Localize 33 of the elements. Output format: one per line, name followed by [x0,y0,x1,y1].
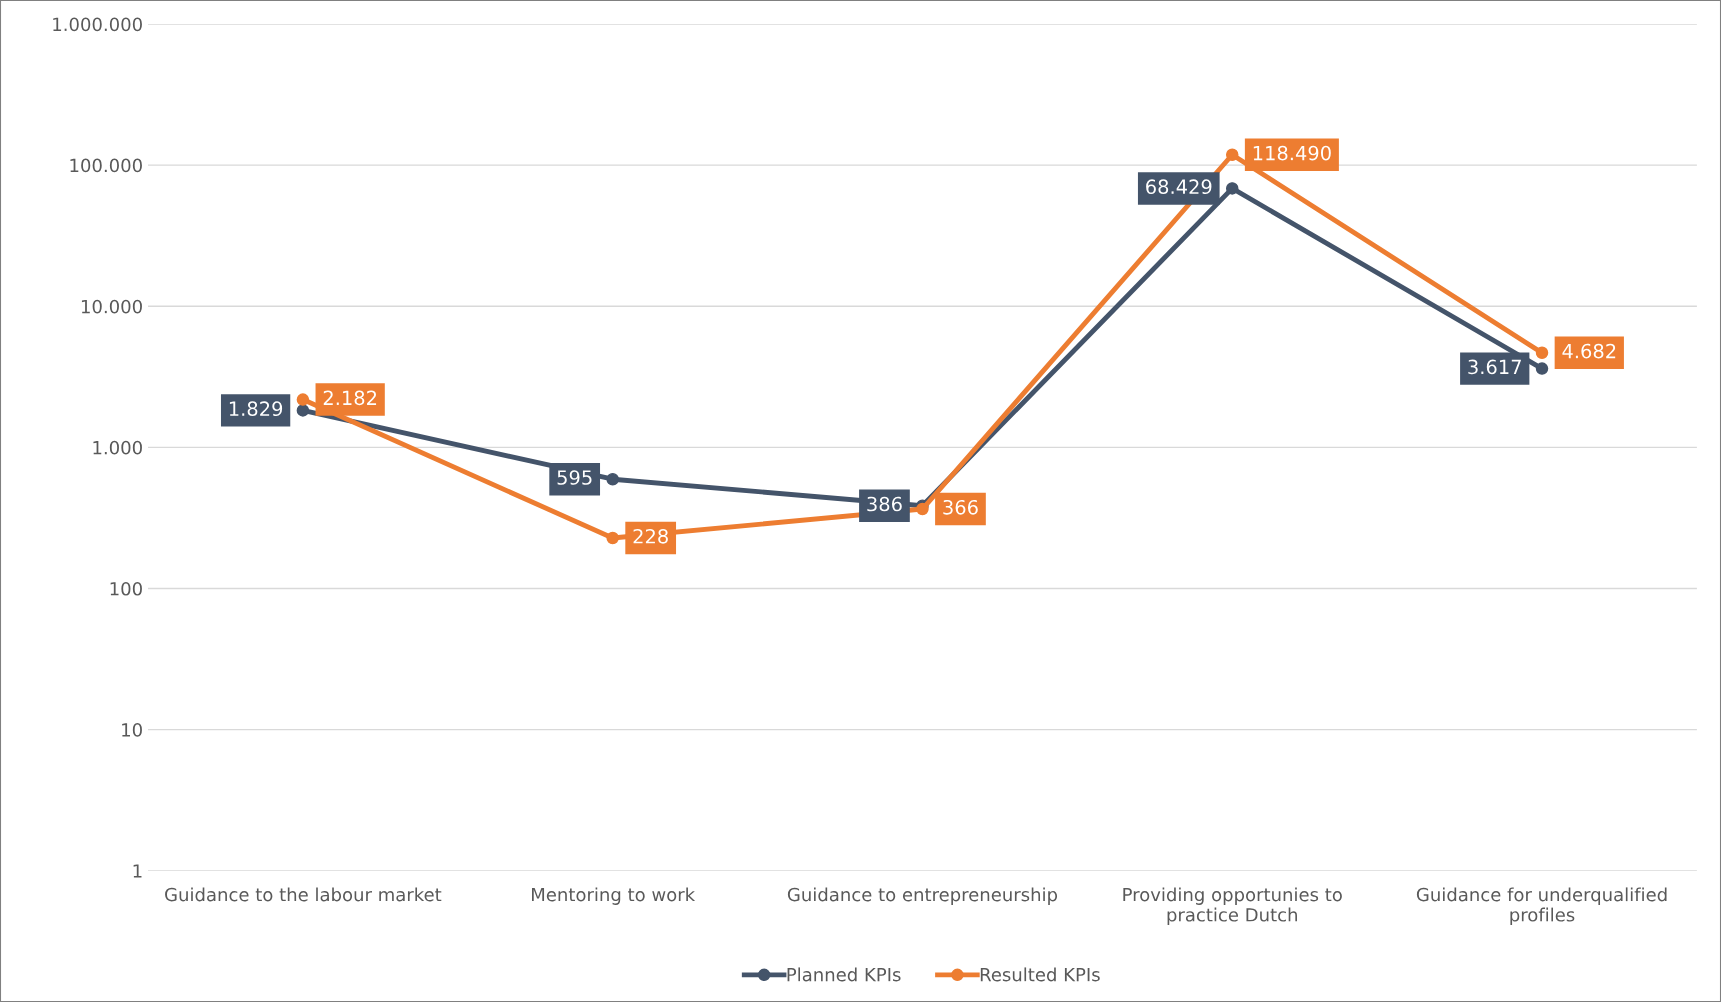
data-label: 595 [557,470,592,485]
point [916,502,929,516]
point [296,404,310,417]
y-tick-label: 100 [110,581,142,596]
point [1535,346,1549,360]
point [606,472,619,486]
data-label: 386 [867,496,902,512]
x-tick-label: Guidance to entrepreneurship [787,887,1058,905]
point [1225,148,1239,162]
data-label: 3.617 [1468,359,1521,375]
legend-label: Planned KPIs [787,967,901,982]
data-label: 1.829 [229,401,283,417]
point [296,393,310,406]
x-tick-label: Guidance for underqualified profiles [1416,887,1667,926]
data-label: 118.490 [1253,145,1331,161]
data-label: 68.429 [1146,179,1212,195]
y-tick-label: 1.000 [93,440,142,455]
x-tick-label: Providing opportunies to practice Dutch [1123,887,1342,926]
point [1225,182,1239,195]
x-tick-label: Mentoring to work [532,887,696,905]
y-tick-label: 1.000.000 [53,17,142,32]
legend-label: Resulted KPIs [980,967,1100,982]
point [1535,362,1549,375]
data-label: 2.182 [323,390,377,406]
y-tick-label: 10.000 [81,299,142,314]
data-label: 4.682 [1562,343,1616,359]
data-label: 366 [943,499,978,515]
point [606,531,619,545]
y-tick-label: 100.000 [70,158,142,173]
y-tick-label: 10 [122,723,142,737]
data-label: 228 [633,528,668,544]
y-tick-label: 1 [133,864,142,878]
x-tick-label: Guidance to the labour market [165,887,442,902]
